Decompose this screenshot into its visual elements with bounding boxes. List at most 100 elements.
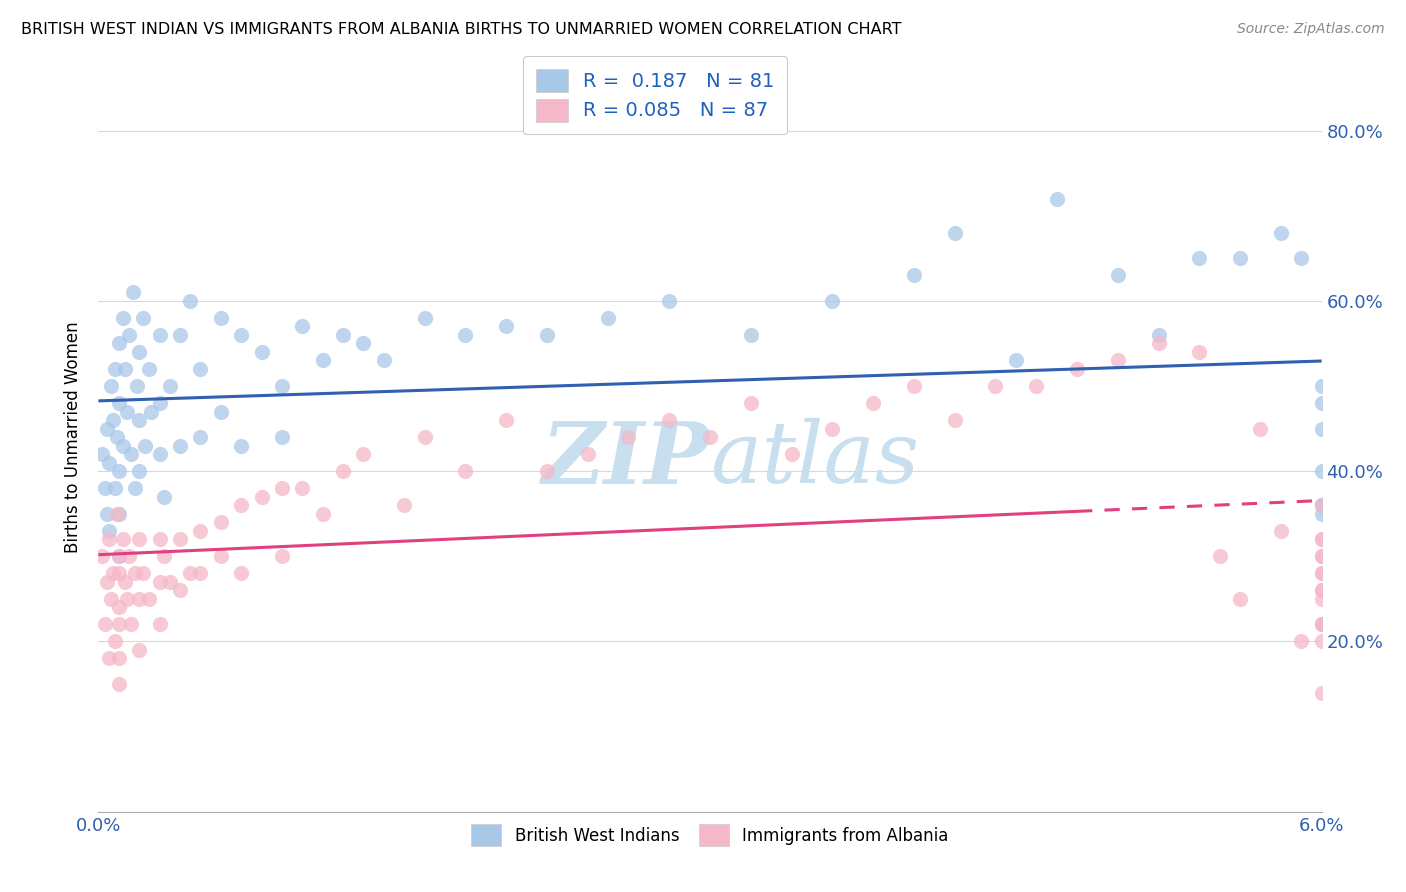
Point [536,327,558,342]
Point [270,481,292,495]
Point [122,285,145,300]
Point [105,430,128,444]
Point [1310,533,1333,547]
Point [128,591,150,606]
Point [179,293,201,308]
Point [159,574,181,589]
Point [311,507,335,521]
Point [392,498,416,512]
Point [1310,507,1333,521]
Point [1270,226,1292,240]
Point [141,404,163,418]
Point [231,439,253,453]
Point [231,327,253,342]
Point [1310,583,1333,598]
Point [352,447,374,461]
Point [1310,566,1333,581]
Point [104,634,127,648]
Point [373,353,395,368]
Point [115,591,138,606]
Point [149,396,172,410]
Point [209,310,232,325]
Point [617,430,640,444]
Point [598,310,620,325]
Point [149,617,172,632]
Point [1188,345,1211,359]
Point [118,327,141,342]
Point [1310,566,1333,581]
Point [128,464,150,478]
Point [862,396,884,410]
Point [1107,353,1129,368]
Point [124,481,146,495]
Point [984,379,1007,393]
Point [152,490,174,504]
Point [108,549,131,564]
Point [250,345,273,359]
Point [179,566,201,581]
Point [495,413,517,427]
Point [169,583,191,598]
Point [111,439,134,453]
Text: ZIP: ZIP [543,417,710,501]
Point [108,600,131,615]
Point [152,549,174,564]
Point [1004,353,1026,368]
Point [104,481,127,495]
Point [97,456,120,470]
Point [101,413,124,427]
Point [101,566,124,581]
Point [1310,549,1333,564]
Point [149,533,172,547]
Point [943,413,966,427]
Point [1147,327,1170,342]
Point [1310,685,1333,699]
Point [132,566,155,581]
Point [270,549,292,564]
Point [658,413,681,427]
Point [96,574,118,589]
Point [352,336,374,351]
Point [1310,591,1333,606]
Point [128,345,150,359]
Point [311,353,335,368]
Point [97,524,120,538]
Point [100,379,122,393]
Point [111,533,134,547]
Point [1310,533,1333,547]
Point [108,396,131,410]
Point [821,421,844,435]
Point [454,464,477,478]
Point [231,566,253,581]
Point [108,336,131,351]
Point [105,507,128,521]
Text: Source: ZipAtlas.com: Source: ZipAtlas.com [1237,22,1385,37]
Point [1310,379,1333,393]
Point [149,447,172,461]
Point [115,404,138,418]
Point [138,362,160,376]
Point [1208,549,1232,564]
Point [780,447,803,461]
Point [169,533,191,547]
Point [576,447,599,461]
Point [127,379,149,393]
Point [120,447,142,461]
Point [231,498,253,512]
Point [188,524,212,538]
Point [124,566,146,581]
Point [100,591,122,606]
Point [120,617,142,632]
Point [1310,498,1333,512]
Point [188,362,212,376]
Point [495,319,517,334]
Point [169,327,191,342]
Point [903,268,925,283]
Point [1289,634,1312,648]
Point [108,617,131,632]
Legend: British West Indians, Immigrants from Albania: British West Indians, Immigrants from Al… [461,814,959,855]
Point [108,507,131,521]
Point [536,464,558,478]
Point [291,481,314,495]
Point [169,439,191,453]
